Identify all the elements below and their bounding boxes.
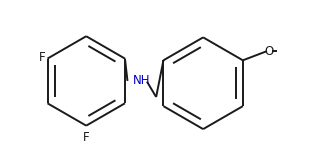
Text: F: F (83, 131, 90, 144)
Text: F: F (38, 51, 45, 64)
Text: O: O (265, 45, 274, 58)
Text: NH: NH (133, 74, 151, 87)
